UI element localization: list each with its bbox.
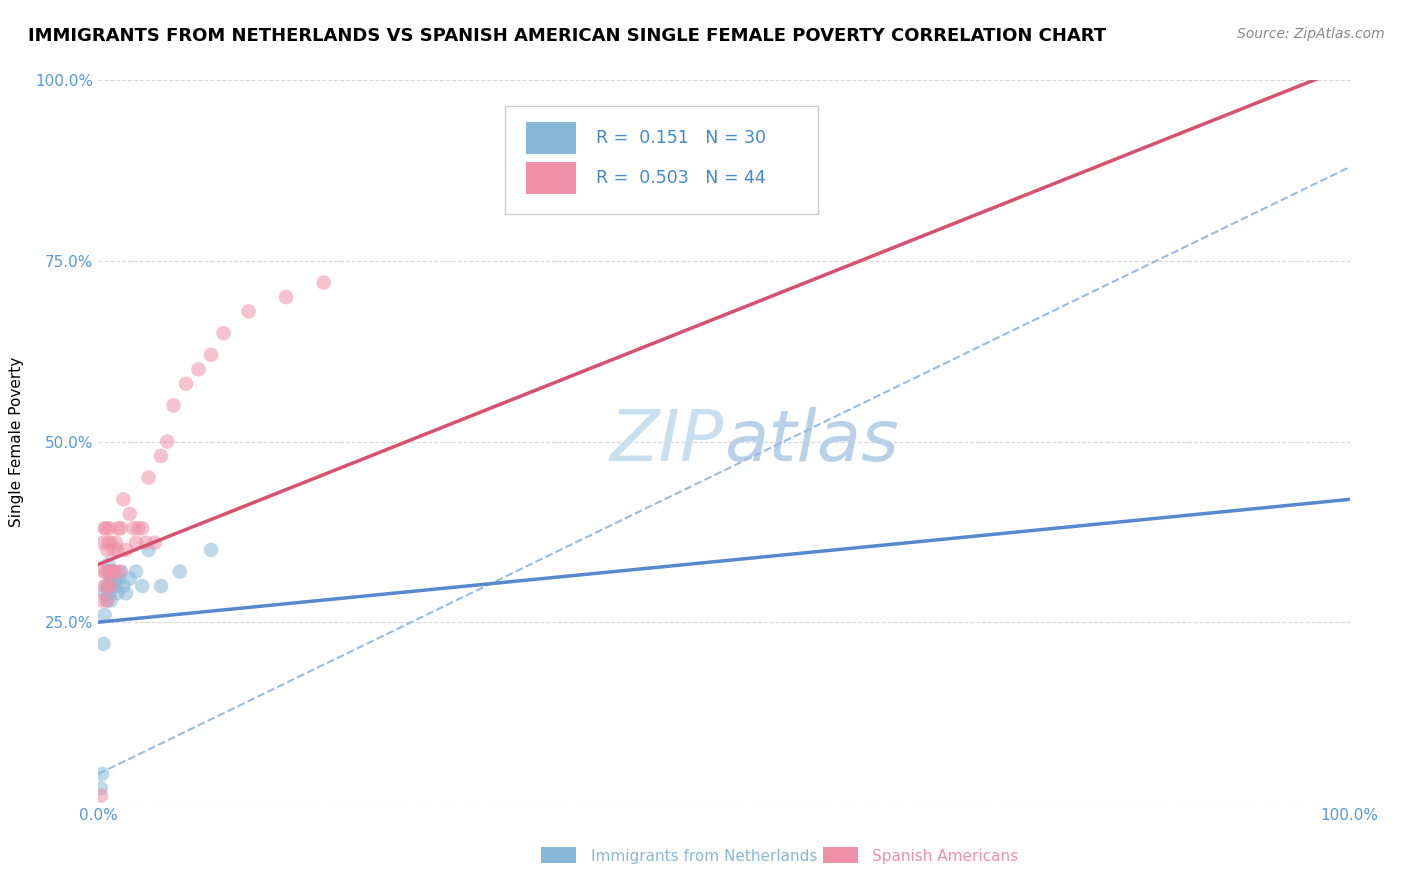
Point — [212, 326, 235, 340]
Point — [93, 586, 115, 600]
Point — [122, 521, 145, 535]
Point — [115, 542, 138, 557]
Point — [156, 434, 179, 449]
Text: R =  0.503   N = 44: R = 0.503 N = 44 — [596, 169, 766, 186]
Point — [100, 535, 122, 549]
Point — [93, 579, 115, 593]
Point — [107, 572, 129, 586]
Point — [110, 565, 132, 579]
FancyBboxPatch shape — [505, 105, 818, 214]
Point — [103, 542, 125, 557]
Point — [93, 607, 115, 622]
Point — [94, 579, 117, 593]
Point — [138, 470, 160, 484]
Point — [96, 593, 118, 607]
Point — [93, 535, 115, 549]
Point — [91, 767, 114, 781]
Point — [125, 565, 148, 579]
Point — [162, 398, 184, 412]
Point — [96, 593, 118, 607]
Point — [104, 535, 127, 549]
Point — [97, 579, 120, 593]
Point — [135, 535, 157, 549]
Point — [90, 781, 112, 796]
Point — [110, 521, 132, 535]
Point — [107, 521, 129, 535]
Point — [104, 572, 127, 586]
Text: atlas: atlas — [724, 407, 898, 476]
Point — [138, 542, 160, 557]
Point — [131, 521, 153, 535]
Point — [100, 579, 122, 593]
Point — [98, 565, 121, 579]
Point — [100, 593, 122, 607]
Point — [125, 535, 148, 549]
Point — [127, 521, 149, 535]
Point — [96, 542, 118, 557]
Point — [105, 542, 128, 557]
Point — [108, 565, 131, 579]
Point — [200, 542, 222, 557]
Point — [103, 565, 125, 579]
Text: Spanish Americans: Spanish Americans — [872, 849, 1018, 863]
Point — [94, 521, 117, 535]
Point — [169, 565, 191, 579]
Point — [97, 535, 120, 549]
Point — [174, 376, 197, 391]
Point — [93, 565, 115, 579]
Point — [105, 586, 128, 600]
Point — [98, 565, 121, 579]
Point — [93, 637, 115, 651]
Point — [101, 579, 124, 593]
Point — [143, 535, 166, 549]
Point — [96, 565, 118, 579]
Point — [238, 304, 260, 318]
Point — [150, 579, 173, 593]
Point — [94, 565, 117, 579]
Point — [93, 521, 115, 535]
Point — [104, 579, 127, 593]
FancyBboxPatch shape — [526, 161, 576, 194]
Point — [115, 586, 138, 600]
Point — [91, 593, 114, 607]
Point — [100, 572, 122, 586]
Point — [131, 579, 153, 593]
Point — [98, 521, 121, 535]
Point — [150, 449, 173, 463]
Point — [187, 362, 209, 376]
Point — [97, 558, 120, 572]
Point — [104, 565, 127, 579]
Point — [118, 507, 141, 521]
Point — [274, 290, 298, 304]
Text: Source: ZipAtlas.com: Source: ZipAtlas.com — [1237, 27, 1385, 41]
Point — [112, 579, 135, 593]
Point — [97, 579, 120, 593]
Text: Immigrants from Netherlands: Immigrants from Netherlands — [591, 849, 817, 863]
Text: IMMIGRANTS FROM NETHERLANDS VS SPANISH AMERICAN SINGLE FEMALE POVERTY CORRELATIO: IMMIGRANTS FROM NETHERLANDS VS SPANISH A… — [28, 27, 1107, 45]
Point — [118, 572, 141, 586]
Point — [98, 586, 121, 600]
Text: ZIP: ZIP — [610, 407, 724, 476]
Point — [112, 492, 135, 507]
Point — [101, 565, 124, 579]
Text: R =  0.151   N = 30: R = 0.151 N = 30 — [596, 129, 766, 147]
Point — [90, 789, 112, 803]
Y-axis label: Single Female Poverty: Single Female Poverty — [10, 357, 24, 526]
Point — [200, 348, 222, 362]
Point — [312, 276, 335, 290]
FancyBboxPatch shape — [526, 122, 576, 154]
